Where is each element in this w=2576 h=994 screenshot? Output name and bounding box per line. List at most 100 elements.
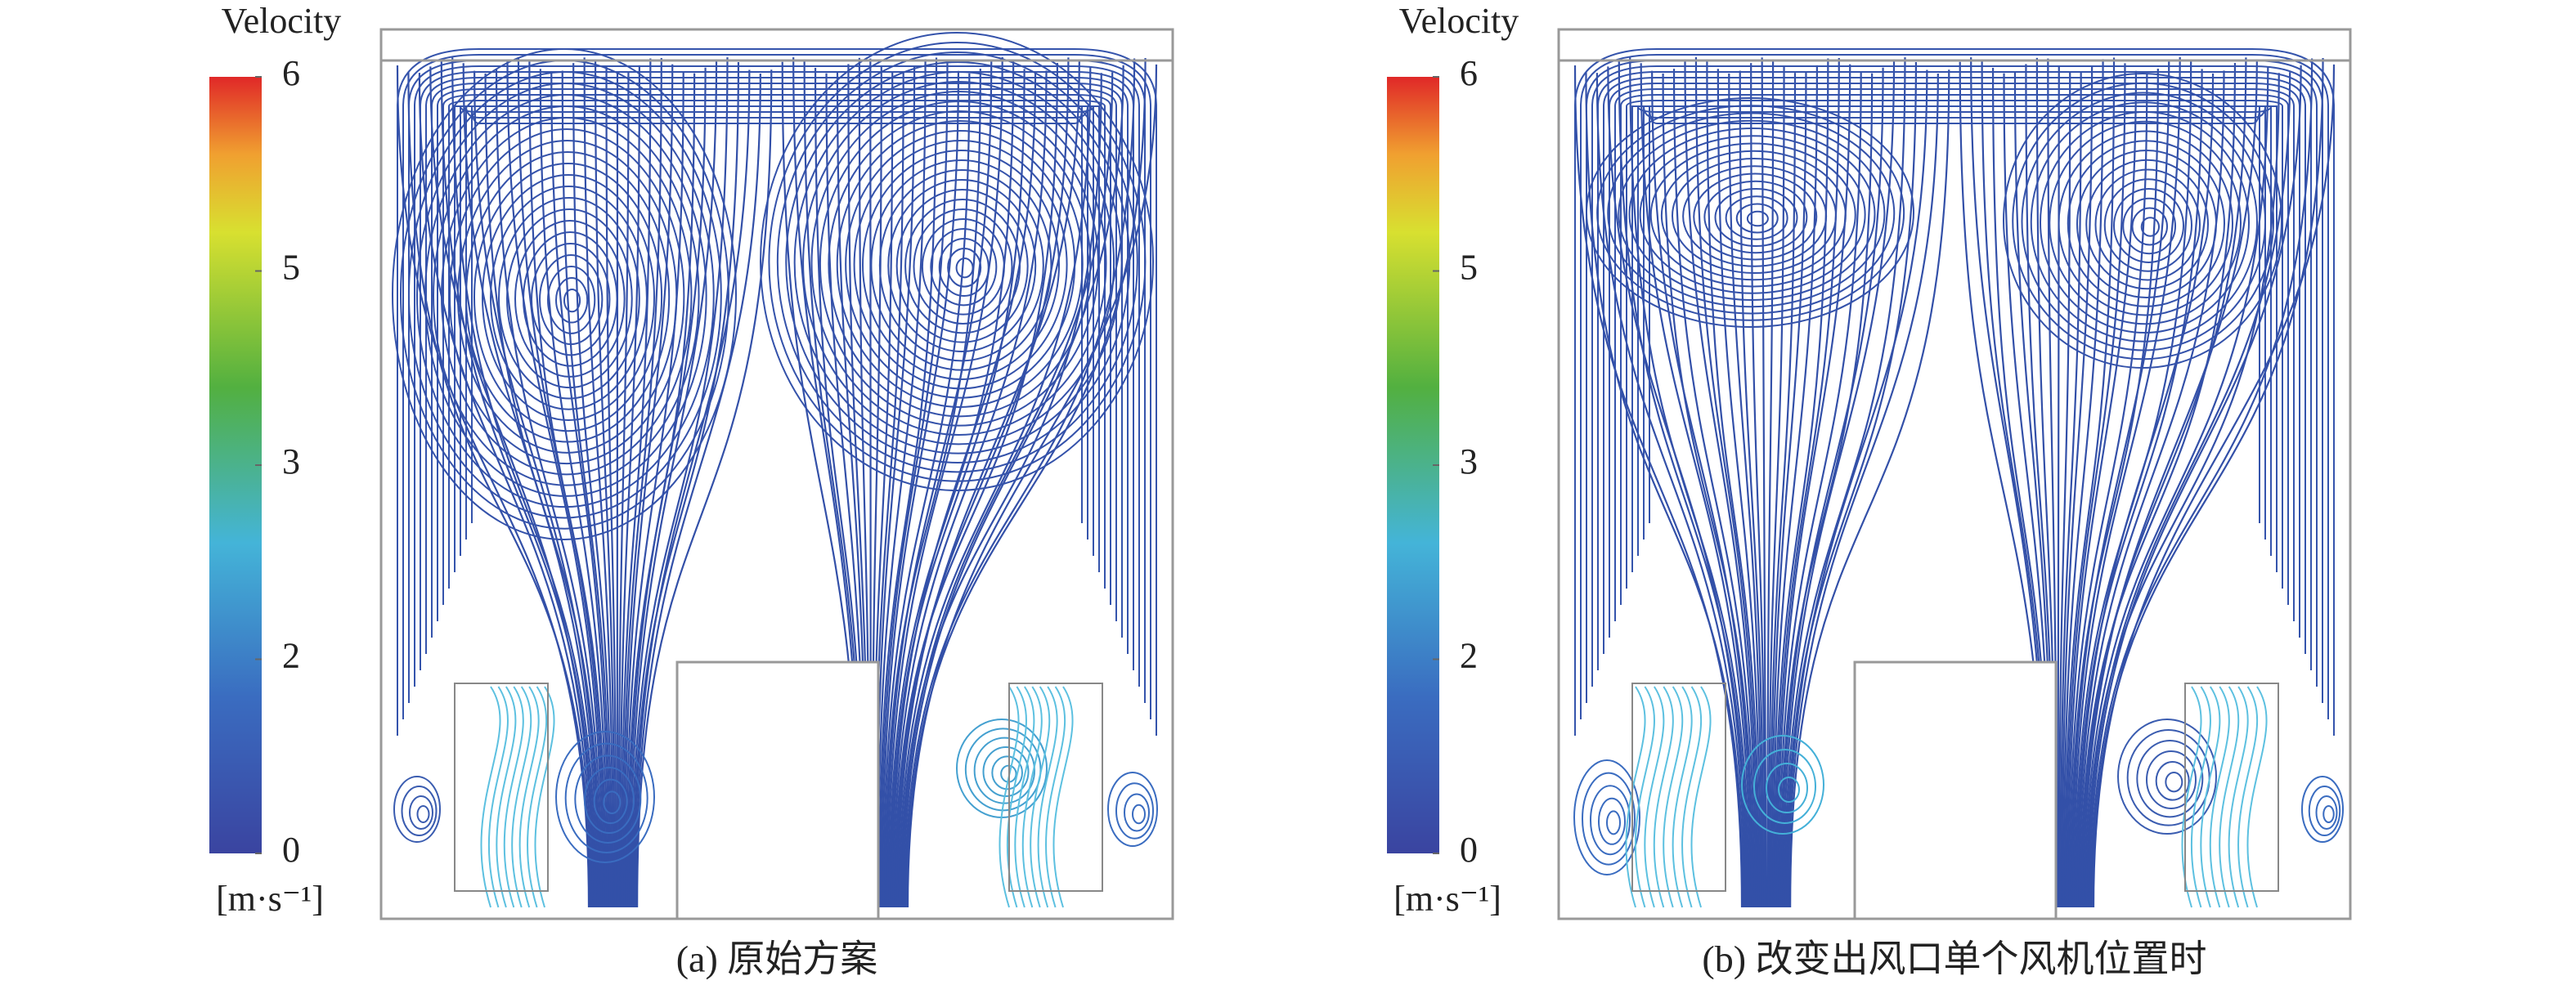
streamline: [1609, 83, 2300, 638]
streamline: [2062, 59, 2104, 908]
streamline: [465, 105, 1088, 540]
streamline: [2200, 686, 2221, 908]
vortex-ring: [2003, 73, 2282, 369]
vortex-ring: [1124, 793, 1150, 832]
streamline: [2080, 57, 2247, 908]
vortex-ring: [2140, 217, 2160, 237]
streamline: [1637, 105, 2272, 556]
streamline: [881, 70, 960, 908]
vortex-ring: [819, 101, 1099, 427]
vortex-ring: [921, 218, 1005, 316]
streamline: [1672, 686, 1693, 908]
streamline: [1620, 94, 2289, 605]
streamline: [891, 73, 1037, 908]
streamline: [1773, 58, 1829, 908]
vortex-ring: [1598, 797, 1626, 845]
streamline: [636, 69, 773, 908]
streamline: [2085, 73, 2280, 908]
vortex-ring: [2076, 150, 2217, 298]
streamline: [2181, 686, 2202, 908]
streamline: [1585, 72, 1744, 908]
vortex-ring: [574, 754, 642, 844]
streamline: [550, 73, 610, 908]
fan-box: [454, 683, 549, 892]
vortex-ring: [1660, 150, 1847, 281]
streamline: [882, 73, 971, 908]
colorbar-tick-label: 0: [1460, 830, 1478, 870]
vortex-ring: [1618, 119, 1886, 308]
streamline: [1663, 686, 1684, 908]
vortex-ring: [2040, 111, 2250, 334]
vortex-ring: [506, 208, 633, 389]
vortex-ring: [1607, 112, 1896, 315]
vortex-ring: [1714, 188, 1798, 247]
vortex-ring: [2308, 786, 2341, 836]
streamline: [1573, 65, 1744, 908]
streamline: [431, 83, 1123, 638]
streamline: [2067, 70, 2138, 908]
streamline: [633, 69, 751, 908]
streamline: [1694, 56, 1759, 908]
streamline: [1672, 69, 1756, 908]
colorbar: [1387, 77, 1439, 853]
vortex-ring: [991, 755, 1023, 790]
streamline: [511, 686, 532, 908]
vortex-ring: [853, 139, 1068, 390]
vortex-ring: [982, 746, 1030, 797]
vortex-ring: [490, 186, 648, 410]
vortex-ring: [2126, 729, 2210, 826]
streamline: [2072, 57, 2181, 908]
streamline: [1651, 70, 1753, 908]
vortex-ring: [433, 105, 700, 486]
vortex-ring: [930, 228, 998, 307]
panel: Velocity 6 5 3 2 0 [m·s⁻¹] (b) 改变出风口单个风机位置时: [1387, 1, 2352, 980]
vortex-ring: [1753, 749, 1816, 824]
streamline: [2190, 686, 2211, 908]
streamline: [2082, 59, 2258, 908]
streamline: [594, 59, 616, 908]
streamline: [420, 71, 1134, 670]
streamline: [1690, 686, 1712, 908]
vortex-ring: [2067, 140, 2225, 307]
streamline: [418, 73, 593, 908]
vortex-ring: [603, 790, 622, 815]
vortex-ring: [547, 266, 596, 334]
streamline: [1775, 57, 1840, 908]
vortex-ring: [593, 778, 628, 824]
vortex-ring: [2117, 719, 2217, 835]
colorbar-tick-label: 6: [1460, 53, 1478, 93]
streamline: [1021, 686, 1043, 908]
colorbar-tick-label: 5: [282, 248, 300, 288]
streamline: [2080, 62, 2237, 908]
vortex-ring: [449, 128, 685, 465]
streamline: [631, 57, 729, 908]
vortex-ring: [555, 731, 655, 863]
streamline: [534, 686, 555, 908]
vortex-ring: [845, 130, 1076, 399]
streamline: [1653, 686, 1674, 908]
streamline: [429, 66, 595, 908]
vortex-ring: [938, 238, 990, 297]
streamline: [1597, 71, 2312, 670]
streamline: [454, 105, 1100, 572]
vortex-ring: [887, 179, 1037, 352]
vortex-ring: [1672, 158, 1837, 274]
streamline: [1644, 686, 1665, 908]
streamline: [495, 69, 603, 908]
streamline: [518, 686, 540, 908]
streamline: [1614, 88, 2295, 621]
vortex-ring: [878, 169, 1044, 362]
streamline: [2058, 72, 2071, 908]
streamline: [1769, 73, 1797, 908]
vortex-ring: [1132, 804, 1146, 825]
streamline: [2091, 58, 2324, 908]
streamline: [1631, 105, 2278, 572]
streamline: [905, 58, 1147, 908]
streamline: [898, 66, 1092, 908]
streamline: [425, 77, 1129, 654]
streamline: [620, 58, 652, 908]
streamline: [1014, 686, 1035, 908]
streamline: [605, 66, 617, 908]
streamline: [1603, 77, 2306, 654]
